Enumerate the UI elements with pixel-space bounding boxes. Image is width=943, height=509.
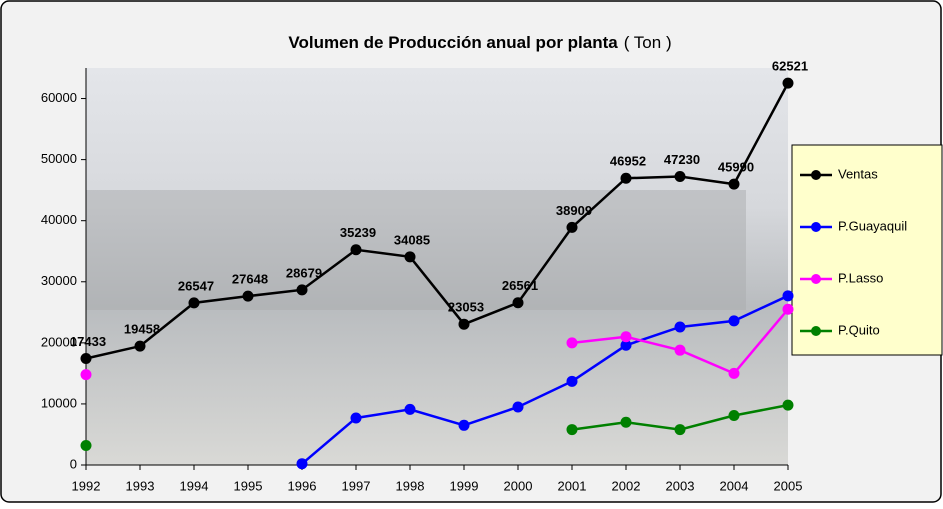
legend: [791, 144, 943, 356]
data-label: 62521: [772, 59, 808, 74]
point: [782, 399, 794, 411]
x-tick-label: 2001: [558, 478, 587, 493]
title: Volumen de Producción anual por planta: [288, 33, 618, 52]
data-label: 47230: [664, 152, 700, 167]
data-label: 23053: [448, 300, 484, 315]
y-tick-label: 50000: [41, 151, 77, 166]
point: [566, 424, 578, 436]
data-label: 34085: [394, 232, 430, 247]
y-tick-label: 10000: [41, 395, 77, 410]
point: [566, 221, 578, 233]
point: [350, 412, 362, 424]
y-tick-label: 30000: [41, 273, 77, 288]
point: [188, 297, 200, 309]
x-tick-label: 1997: [342, 478, 371, 493]
x-tick-label: 1992: [72, 478, 101, 493]
point: [404, 251, 416, 263]
subtitle: ( Ton ): [624, 33, 672, 52]
y-tick-label: 0: [70, 456, 77, 471]
x-tick-label: 1995: [234, 478, 263, 493]
x-tick-label: 1993: [126, 478, 155, 493]
legend-label: P.Quito: [838, 322, 880, 337]
legend-label: Ventas: [838, 166, 878, 181]
x-tick-label: 2005: [774, 478, 803, 493]
legend-label: P.Guayaquil: [838, 218, 907, 233]
point: [674, 321, 686, 333]
data-label: 19458: [124, 322, 160, 337]
data-label: 28679: [286, 265, 322, 280]
point: [728, 315, 740, 327]
point: [134, 340, 146, 352]
point: [296, 458, 308, 470]
point: [728, 410, 740, 422]
point: [620, 416, 632, 428]
point: [782, 290, 794, 302]
point: [566, 337, 578, 349]
point: [80, 353, 92, 365]
building: [86, 190, 746, 310]
series-line: [85, 82, 790, 360]
legend-marker: [811, 222, 821, 232]
data-label: 46952: [610, 154, 646, 169]
data-label: 26561: [502, 278, 538, 293]
point: [566, 375, 578, 387]
point: [620, 339, 632, 351]
y-tick-label: 60000: [41, 90, 77, 105]
point: [620, 331, 632, 343]
x-tick-label: 2004: [720, 478, 749, 493]
y-tick-label: 40000: [41, 212, 77, 227]
point: [782, 77, 794, 89]
point: [728, 178, 740, 190]
point: [674, 171, 686, 183]
point: [80, 439, 92, 451]
series-line: [301, 294, 789, 465]
legend-label: P.Lasso: [838, 270, 883, 285]
point: [512, 297, 524, 309]
point: [242, 290, 254, 302]
content: 0 10000 20000 30000 40000 50000 60000 1992 1993 1…: [41, 59, 907, 494]
x-tick-label: 2002: [612, 478, 641, 493]
x-tick-label: 1998: [396, 478, 425, 493]
data-label: 26547: [178, 278, 214, 293]
legend-marker: [811, 274, 821, 284]
point: [458, 419, 470, 431]
x-tick-label: 2003: [666, 478, 695, 493]
x-tick-label: 1994: [180, 478, 209, 493]
point: [512, 401, 524, 413]
x-tick-label: 2000: [504, 478, 533, 493]
point: [674, 424, 686, 436]
data-label: 27648: [232, 272, 268, 287]
point: [620, 172, 632, 184]
point: [350, 244, 362, 256]
point: [728, 367, 740, 379]
data-label: 45990: [718, 160, 754, 175]
data-label: 38909: [556, 203, 592, 218]
x-tick-label: 1999: [450, 478, 479, 493]
point: [674, 344, 686, 356]
point: [296, 284, 308, 296]
point: [80, 369, 92, 381]
legend-marker: [811, 170, 821, 180]
y-tick-label: 20000: [41, 334, 77, 349]
data-label: 35239: [340, 225, 376, 240]
x-tick-label: 1996: [288, 478, 317, 493]
point: [404, 403, 416, 415]
data-label: 17433: [70, 334, 106, 349]
chart-title: Volumen de Producción anual por planta ( …: [288, 33, 671, 52]
point: [458, 318, 470, 330]
legend-marker: [811, 326, 821, 336]
point: [782, 303, 794, 315]
